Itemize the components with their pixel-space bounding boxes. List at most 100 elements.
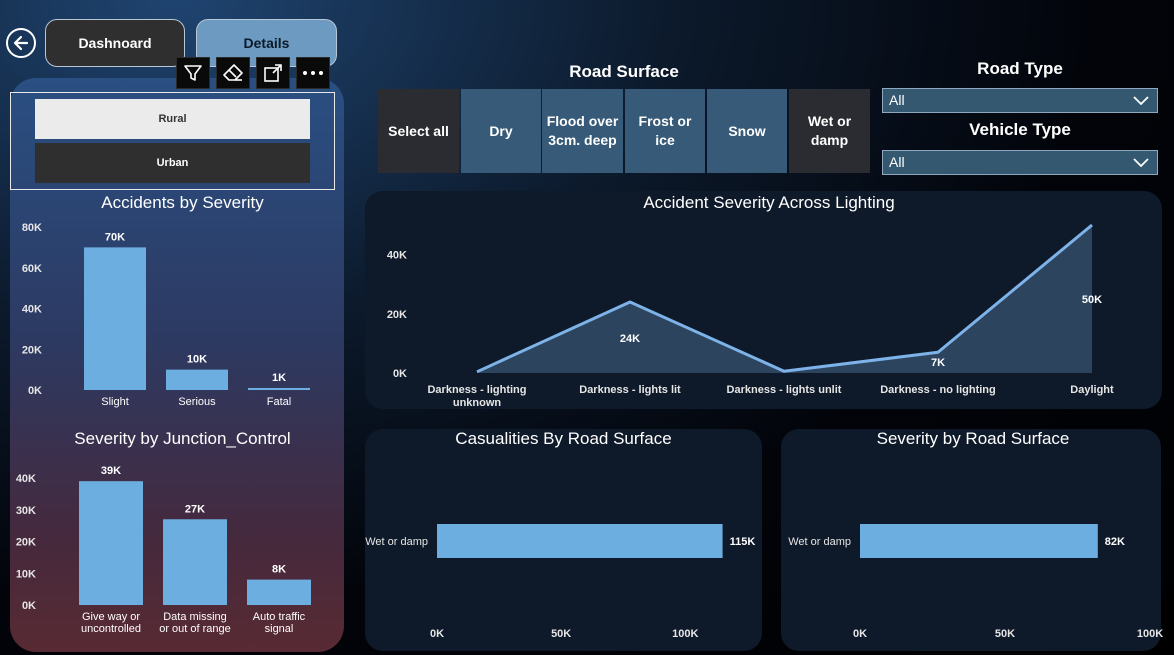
x-tick-label: Fatal	[267, 396, 291, 408]
slicer-option-rural[interactable]: Rural	[35, 99, 310, 139]
x-tick-label: signal	[265, 623, 294, 635]
bar	[247, 579, 311, 605]
dashboard-nav-button[interactable]: Dashnoard	[45, 19, 185, 67]
chevron-down-icon	[1133, 96, 1149, 106]
road-type-value: All	[889, 92, 905, 108]
road-surface-tile[interactable]: Flood over 3cm. deep	[542, 89, 623, 173]
lighting-chart-card	[365, 191, 1162, 409]
road-type-dropdown[interactable]: All	[882, 88, 1158, 113]
data-label: 82K	[1105, 536, 1125, 548]
x-tick-label: Serious	[178, 396, 216, 408]
y-tick-label: 0K	[393, 368, 407, 380]
x-tick-label: 0K	[853, 628, 867, 640]
y-tick-label: 0K	[28, 385, 42, 397]
x-tick-label: or out of range	[159, 623, 231, 635]
chevron-down-icon	[1133, 158, 1149, 168]
y-tick-label: Wet or damp	[365, 536, 428, 548]
road-surface-tile[interactable]: Snow	[707, 89, 787, 173]
y-tick-label: 20K	[387, 309, 407, 321]
y-tick-label: 30K	[16, 505, 36, 517]
area-slicer	[10, 92, 335, 190]
road-surface-tile[interactable]: Dry	[461, 89, 541, 173]
bar	[84, 247, 146, 390]
road-surface-tile-label: Frost or ice	[638, 113, 692, 148]
data-label: 8K	[272, 564, 286, 576]
data-label: 24K	[620, 333, 640, 345]
expand-icon[interactable]	[256, 57, 290, 89]
vehicle-type-title: Vehicle Type	[969, 120, 1071, 139]
x-tick-label: Darkness - lights unlit	[727, 384, 842, 396]
x-tick-label: 50K	[551, 628, 571, 640]
road-surface-tile-label: Dry	[489, 122, 513, 139]
y-tick-label: 40K	[22, 304, 42, 316]
severity-road-surface-chart: Wet or damp 82K 0K 50K 100K	[788, 524, 1163, 640]
x-tick-label: Daylight	[1070, 384, 1114, 396]
vehicle-type-value: All	[889, 154, 905, 170]
road-surface-tile-label: Flood over 3cm. deep	[546, 113, 619, 148]
junction-control-title: Severity by Junction_Control	[74, 429, 291, 448]
slicer-option-urban[interactable]: Urban	[35, 143, 310, 183]
y-tick-label: 20K	[22, 344, 42, 356]
x-tick-label: uncontrolled	[81, 623, 141, 635]
bar	[860, 524, 1098, 558]
road-surface-title: Road Surface	[569, 62, 679, 81]
y-tick-label: 60K	[22, 263, 42, 275]
x-tick-label: unknown	[453, 397, 502, 409]
lighting-chart-title: Accident Severity Across Lighting	[643, 193, 895, 212]
x-tick-label: Auto traffic	[253, 611, 306, 623]
accidents-by-severity-title: Accidents by Severity	[101, 193, 264, 212]
casualities-chart: Wet or damp 115K 0K 50K 100K	[365, 524, 756, 640]
arrow-left-icon	[13, 35, 29, 51]
junction-control-chart: 0K 10K 20K 30K 40K 39K Give way oruncontrolled…	[16, 465, 311, 635]
x-tick-label: 100K	[672, 628, 698, 640]
bar	[163, 519, 227, 605]
x-tick-label: Data missing	[163, 611, 227, 623]
data-label: 1K	[272, 372, 286, 384]
y-tick-label: 10K	[16, 568, 36, 580]
vehicle-type-dropdown[interactable]: All	[882, 150, 1158, 175]
data-label: 39K	[101, 465, 121, 477]
x-tick-label: Darkness - lights lit	[579, 384, 681, 396]
road-surface-tile[interactable]: Select all	[378, 89, 459, 173]
bar	[166, 369, 228, 390]
lighting-chart: 0K 20K 40K 24K 7K 50K Darkness - lightingunkno…	[387, 223, 1114, 409]
casualities-title: Casualities By Road Surface	[455, 429, 672, 448]
visual-toolbar	[176, 57, 330, 89]
bar	[248, 387, 310, 390]
data-label: 50K	[1082, 294, 1102, 306]
bar	[79, 481, 143, 605]
data-label: 10K	[187, 354, 207, 366]
data-label: 115K	[730, 536, 756, 548]
back-button[interactable]	[6, 28, 36, 58]
road-type-title: Road Type	[977, 59, 1063, 78]
x-tick-label: 50K	[995, 628, 1015, 640]
severity-road-surface-title: Severity by Road Surface	[876, 429, 1070, 448]
y-tick-label: 40K	[16, 473, 36, 485]
x-tick-label: Darkness - no lighting	[880, 384, 996, 396]
x-tick-label: 100K	[1137, 628, 1163, 640]
y-tick-label: 20K	[16, 537, 36, 549]
y-tick-label: 0K	[22, 600, 36, 612]
bar	[437, 524, 723, 558]
y-tick-label: 40K	[387, 250, 407, 262]
x-tick-label: Slight	[101, 396, 129, 408]
data-label: 27K	[185, 503, 205, 515]
data-label: 7K	[931, 357, 945, 369]
data-label: 70K	[105, 231, 125, 243]
eraser-icon[interactable]	[216, 57, 250, 89]
road-surface-tile-label: Wet or damp	[807, 113, 852, 148]
road-surface-tile[interactable]: Frost or ice	[625, 89, 705, 173]
road-surface-tile-label: Select all	[388, 122, 449, 139]
x-tick-label: Give way or	[82, 611, 140, 623]
road-surface-tile[interactable]: Wet or damp	[789, 89, 870, 173]
x-tick-label: 0K	[430, 628, 444, 640]
area-fill	[477, 225, 1092, 373]
accidents-by-severity-chart: 0K 20K 40K 60K 80K 70K Slight 10K Serious 1K Fatal	[22, 222, 310, 408]
filter-icon[interactable]	[176, 57, 210, 89]
series-line	[476, 223, 1093, 374]
road-surface-tile-label: Snow	[728, 122, 766, 139]
x-tick-label: Darkness - lighting	[427, 384, 526, 396]
more-icon[interactable]	[296, 57, 330, 89]
y-tick-label: 80K	[22, 222, 42, 234]
y-tick-label: Wet or damp	[788, 536, 851, 548]
